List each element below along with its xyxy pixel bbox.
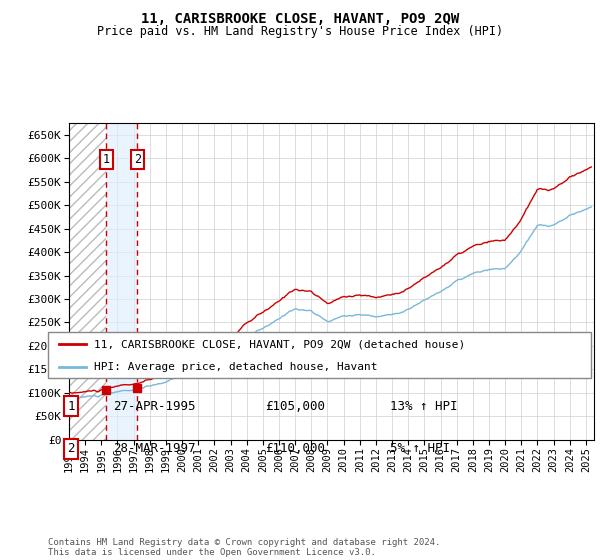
11, CARISBROOKE CLOSE, HAVANT, PO9 2QW (detached house) bbox=[209, 351, 216, 358]
Line: HPI: Average price, detached house, Havant: HPI: Average price, detached house, Hava… bbox=[69, 207, 591, 398]
11, CARISBROOKE CLOSE, HAVANT, PO9 2QW (detached house) bbox=[65, 390, 73, 396]
Text: 2: 2 bbox=[134, 153, 141, 166]
Text: 2: 2 bbox=[67, 442, 74, 455]
11, CARISBROOKE CLOSE, HAVANT, PO9 2QW (detached house) bbox=[215, 346, 223, 353]
11, CARISBROOKE CLOSE, HAVANT, PO9 2QW (detached house) bbox=[195, 358, 202, 365]
Text: 13% ↑ HPI: 13% ↑ HPI bbox=[390, 399, 458, 413]
Bar bbox=[106, 123, 137, 440]
Text: HPI: Average price, detached house, Havant: HPI: Average price, detached house, Hava… bbox=[94, 362, 377, 371]
Text: £105,000: £105,000 bbox=[265, 399, 325, 413]
HPI: Average price, detached house, Havant: (2e+03, 1.69e+05): Average price, detached house, Havant: (… bbox=[215, 357, 223, 363]
HPI: Average price, detached house, Havant: (2e+03, 1.6e+05): Average price, detached house, Havant: (… bbox=[209, 361, 216, 368]
Bar bbox=[69, 123, 106, 440]
11, CARISBROOKE CLOSE, HAVANT, PO9 2QW (detached house) bbox=[200, 355, 208, 362]
HPI: Average price, detached house, Havant: (2.03e+03, 4.96e+05): Average price, detached house, Havant: (… bbox=[587, 203, 595, 210]
Text: £110,000: £110,000 bbox=[265, 442, 325, 455]
11, CARISBROOKE CLOSE, HAVANT, PO9 2QW (detached house) bbox=[95, 388, 103, 395]
11, CARISBROOKE CLOSE, HAVANT, PO9 2QW (detached house) bbox=[373, 295, 380, 301]
Text: 11, CARISBROOKE CLOSE, HAVANT, PO9 2QW: 11, CARISBROOKE CLOSE, HAVANT, PO9 2QW bbox=[141, 12, 459, 26]
Text: Price paid vs. HM Land Registry's House Price Index (HPI): Price paid vs. HM Land Registry's House … bbox=[97, 25, 503, 38]
HPI: Average price, detached house, Havant: (2e+03, 1.53e+05): Average price, detached house, Havant: (… bbox=[200, 365, 208, 371]
Text: 1: 1 bbox=[103, 153, 110, 166]
Line: 11, CARISBROOKE CLOSE, HAVANT, PO9 2QW (detached house): 11, CARISBROOKE CLOSE, HAVANT, PO9 2QW (… bbox=[69, 167, 591, 393]
11, CARISBROOKE CLOSE, HAVANT, PO9 2QW (detached house) bbox=[587, 164, 595, 170]
11, CARISBROOKE CLOSE, HAVANT, PO9 2QW (detached house) bbox=[68, 390, 76, 396]
HPI: Average price, detached house, Havant: (1.99e+03, 8.91e+04): Average price, detached house, Havant: (… bbox=[65, 394, 73, 401]
Text: 5% ↑ HPI: 5% ↑ HPI bbox=[390, 442, 450, 455]
HPI: Average price, detached house, Havant: (1.99e+03, 8.87e+04): Average price, detached house, Havant: (… bbox=[68, 395, 76, 402]
Text: 28-MAR-1997: 28-MAR-1997 bbox=[113, 442, 196, 455]
HPI: Average price, detached house, Havant: (2e+03, 1.48e+05): Average price, detached house, Havant: (… bbox=[195, 367, 202, 374]
Text: Contains HM Land Registry data © Crown copyright and database right 2024.
This d: Contains HM Land Registry data © Crown c… bbox=[48, 538, 440, 557]
FancyBboxPatch shape bbox=[48, 332, 591, 378]
HPI: Average price, detached house, Havant: (2.01e+03, 2.61e+05): Average price, detached house, Havant: (… bbox=[373, 314, 380, 320]
Text: 1: 1 bbox=[67, 399, 74, 413]
Text: 11, CARISBROOKE CLOSE, HAVANT, PO9 2QW (detached house): 11, CARISBROOKE CLOSE, HAVANT, PO9 2QW (… bbox=[94, 339, 466, 349]
HPI: Average price, detached house, Havant: (1.99e+03, 9.17e+04): Average price, detached house, Havant: (… bbox=[95, 393, 103, 400]
Text: 27-APR-1995: 27-APR-1995 bbox=[113, 399, 196, 413]
